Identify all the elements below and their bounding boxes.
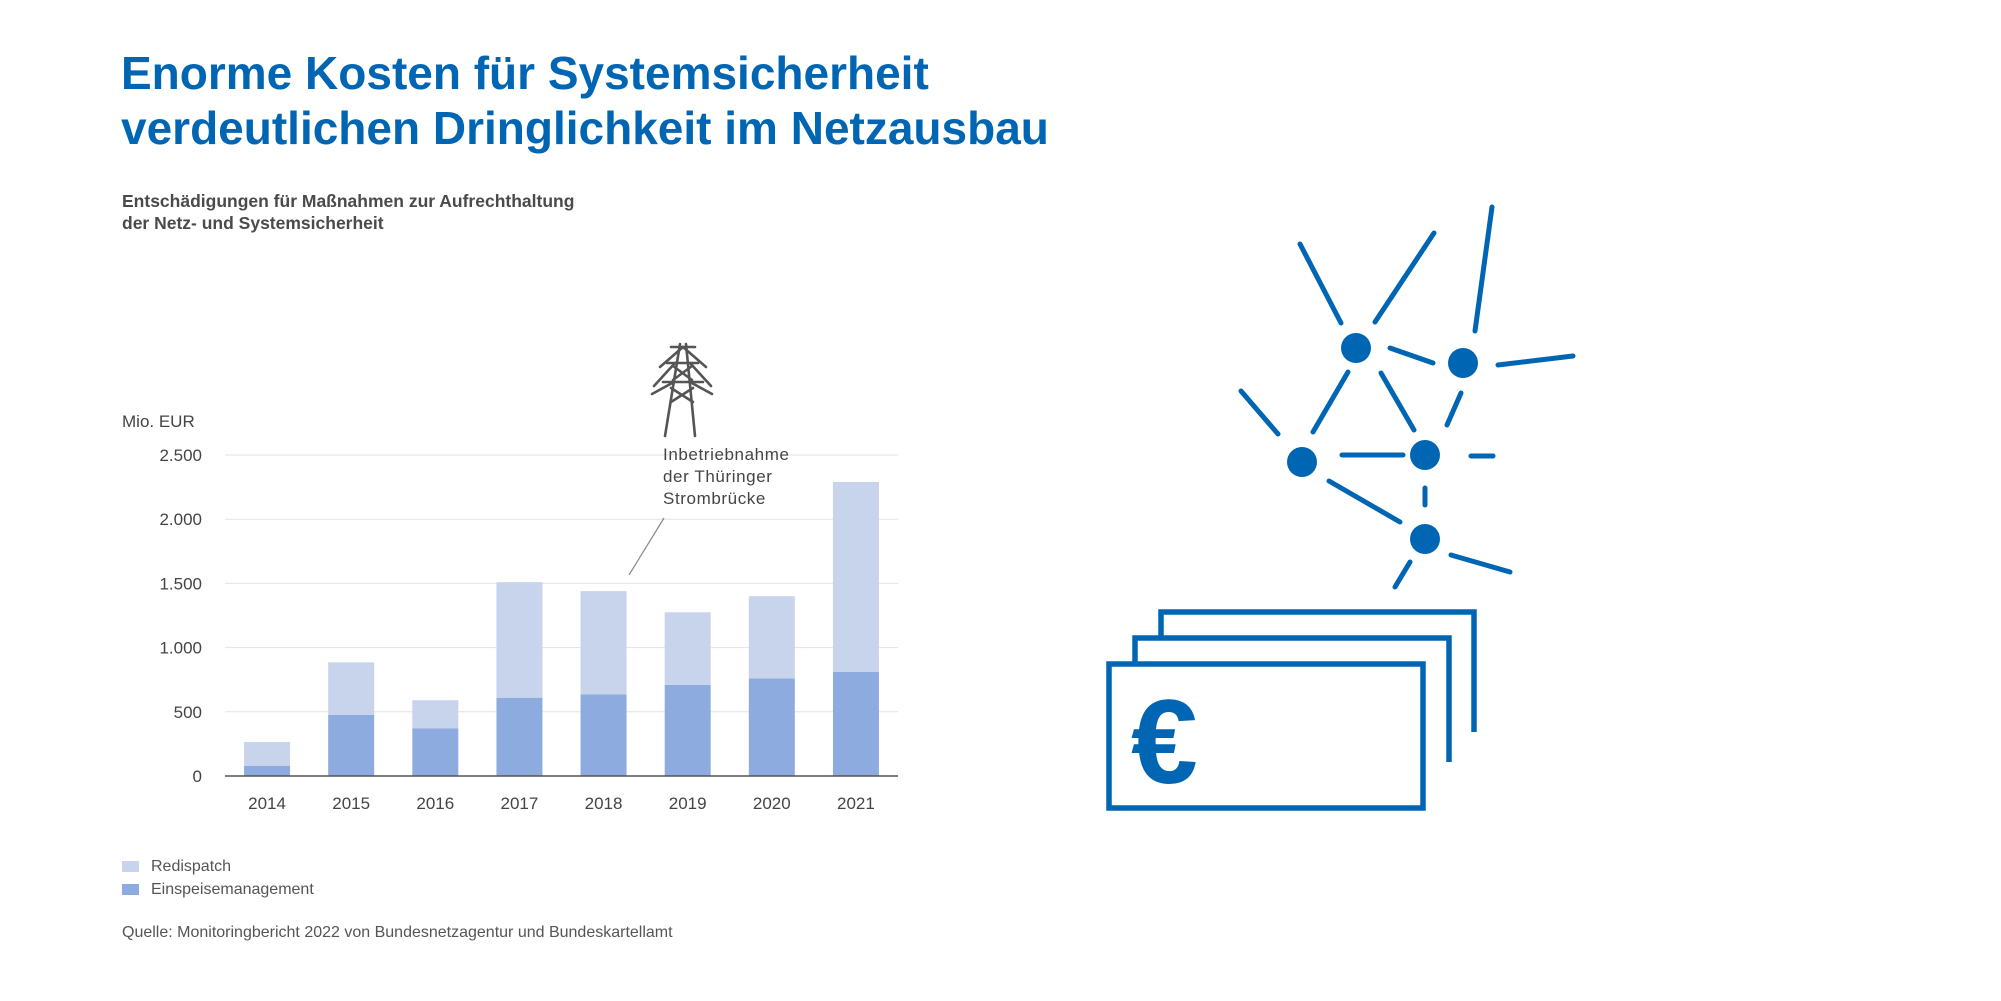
annotation: Inbetriebnahme der Thüringer Strombrücke	[628, 342, 790, 576]
bar-einspeisemanagement-2015	[328, 715, 375, 776]
legend-label-einspeisemanagement: Einspeisemanagement	[151, 880, 314, 898]
x-tick-label: 2020	[753, 794, 791, 813]
bar-einspeisemanagement-2020	[748, 678, 795, 776]
legend-label-redispatch: Redispatch	[151, 857, 232, 875]
annotation-text-line-2: der Thüringer	[663, 467, 773, 486]
title-line-1: Enorme Kosten für Systemsicherheit	[121, 47, 929, 99]
bar-redispatch-2015	[328, 662, 375, 716]
bars	[244, 481, 879, 776]
annotation-leader-line	[628, 517, 665, 576]
chart-title-line-1: Entschädigungen für Maßnahmen zur Aufrec…	[122, 191, 575, 211]
x-tick-label: 2018	[585, 794, 623, 813]
y-tick-label: 0	[193, 767, 202, 786]
bar-redispatch-2017	[496, 582, 543, 698]
y-tick-labels: 0 500 1.000 1.500 2.000 2.500	[159, 446, 202, 786]
page-title: Enorme Kosten für Systemsicherheit verde…	[121, 46, 1049, 156]
bar-redispatch-2018	[580, 591, 627, 695]
power-pylon-icon	[650, 342, 714, 438]
x-tick-label: 2019	[669, 794, 707, 813]
title-line-2: verdeutlichen Dringlichkeit im Netzausba…	[121, 102, 1049, 154]
bar-redispatch-2014	[244, 741, 291, 766]
y-tick-label: 1.500	[159, 574, 202, 593]
chart-title: Entschädigungen für Maßnahmen zur Aufrec…	[122, 190, 574, 234]
annotation-text-line-3: Strombrücke	[663, 489, 766, 508]
y-tick-label: 500	[174, 703, 202, 722]
bar-redispatch-2021	[832, 481, 879, 672]
bar-redispatch-2020	[748, 596, 795, 679]
bar-einspeisemanagement-2021	[832, 671, 879, 776]
legend: Redispatch Einspeisemanagement	[122, 855, 314, 901]
bar-redispatch-2019	[664, 612, 711, 685]
bar-redispatch-2016	[412, 700, 459, 729]
legend-swatch-einspeisemanagement	[122, 884, 139, 895]
y-tick-label: 2.000	[159, 510, 202, 529]
source-note: Quelle: Monitoringbericht 2022 von Bunde…	[122, 924, 673, 941]
y-axis-label: Mio. EUR	[122, 412, 195, 431]
annotation-text-line-1: Inbetriebnahme	[663, 445, 790, 464]
legend-swatch-redispatch	[122, 861, 139, 872]
legend-item-einspeisemanagement: Einspeisemanagement	[122, 878, 314, 901]
legend-item-redispatch: Redispatch	[122, 855, 314, 878]
x-tick-label: 2017	[501, 794, 539, 813]
y-tick-label: 2.500	[159, 446, 202, 465]
bar-einspeisemanagement-2017	[496, 697, 543, 776]
euro-symbol: €	[1131, 675, 1198, 809]
bar-einspeisemanagement-2018	[580, 694, 627, 776]
x-tick-labels: 2014 2015 2016 2017 2018 2019 2020 2021	[248, 794, 875, 813]
network-nodes-icon	[1238, 204, 1576, 590]
euro-banknotes-icon: €	[1106, 609, 1477, 811]
bar-einspeisemanagement-2016	[412, 728, 459, 776]
x-tick-label: 2015	[332, 794, 370, 813]
chart-title-line-2: der Netz- und Systemsicherheit	[122, 213, 384, 233]
bar-einspeisemanagement-2019	[664, 684, 711, 776]
x-tick-label: 2014	[248, 794, 286, 813]
y-tick-label: 1.000	[159, 639, 202, 658]
x-tick-label: 2016	[416, 794, 454, 813]
x-tick-label: 2021	[837, 794, 875, 813]
bar-einspeisemanagement-2014	[244, 765, 291, 776]
